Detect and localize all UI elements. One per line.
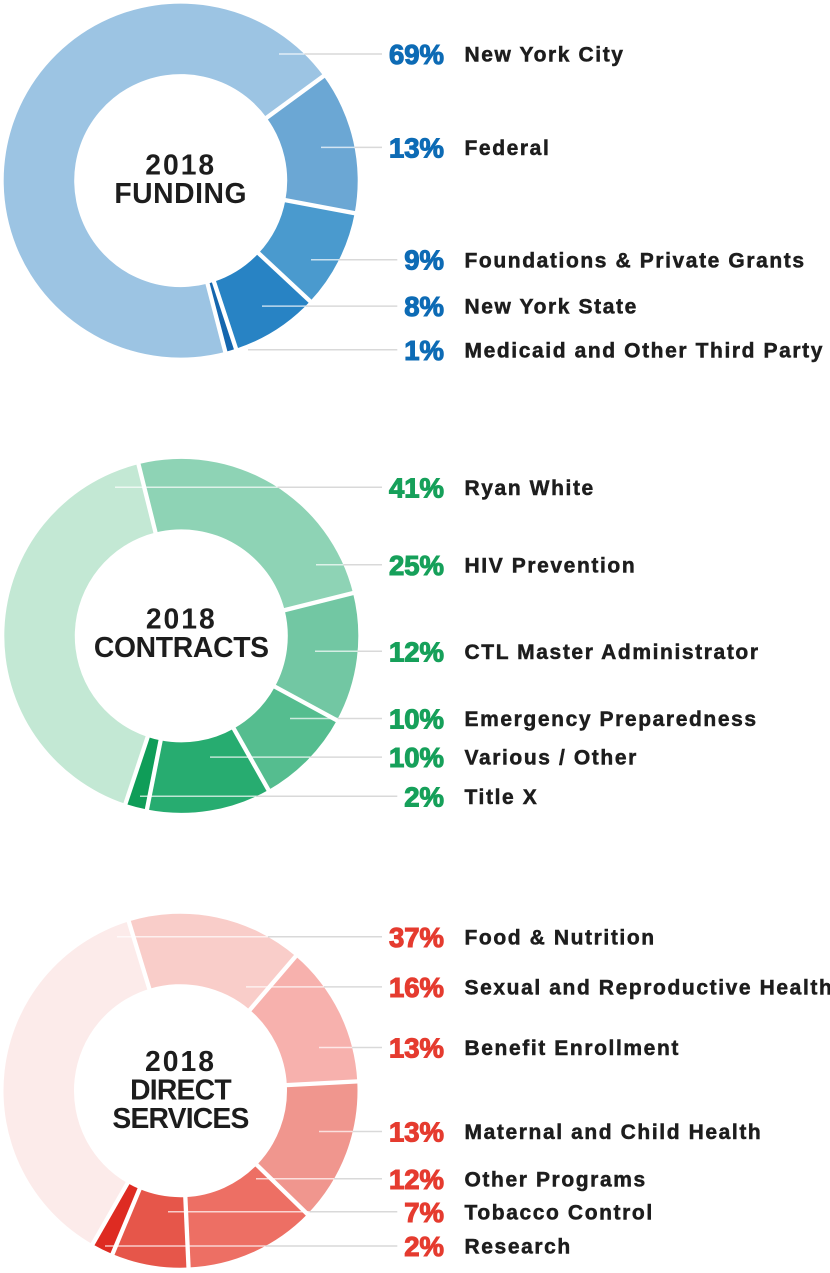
- svg-text:8%: 8%: [404, 291, 444, 322]
- svg-text:New York City: New York City: [465, 44, 625, 67]
- svg-text:13%: 13%: [389, 1033, 444, 1064]
- svg-text:2%: 2%: [404, 781, 444, 812]
- svg-text:CTL Master Administrator: CTL Master Administrator: [465, 641, 760, 664]
- svg-text:CONTRACTS: CONTRACTS: [94, 631, 269, 663]
- svg-text:Foundations & Private Grants: Foundations & Private Grants: [465, 249, 806, 272]
- svg-text:Other Programs: Other Programs: [465, 1168, 647, 1191]
- svg-text:Emergency Preparedness: Emergency Preparedness: [465, 708, 758, 731]
- svg-text:2%: 2%: [404, 1231, 444, 1262]
- svg-text:FUNDING: FUNDING: [114, 177, 247, 209]
- svg-text:Medicaid and Other Third Party: Medicaid and Other Third Party: [465, 339, 825, 362]
- svg-text:1%: 1%: [404, 335, 444, 366]
- svg-text:2018: 2018: [146, 603, 217, 635]
- svg-text:Title X: Title X: [465, 786, 539, 809]
- svg-text:Research: Research: [465, 1236, 572, 1259]
- svg-text:9%: 9%: [404, 245, 444, 276]
- svg-text:SERVICES: SERVICES: [112, 1102, 248, 1134]
- svg-text:10%: 10%: [389, 742, 444, 773]
- svg-text:12%: 12%: [389, 636, 444, 667]
- svg-text:12%: 12%: [389, 1164, 444, 1195]
- svg-text:Sexual and Reproductive Health: Sexual and Reproductive Health: [465, 977, 830, 1000]
- svg-text:37%: 37%: [389, 922, 444, 953]
- svg-text:Various / Other: Various / Other: [465, 747, 638, 770]
- svg-text:2018: 2018: [145, 148, 216, 180]
- svg-text:25%: 25%: [389, 550, 444, 581]
- svg-text:New York State: New York State: [465, 296, 638, 319]
- svg-text:41%: 41%: [389, 472, 444, 503]
- svg-text:Food & Nutrition: Food & Nutrition: [465, 926, 656, 949]
- svg-text:DIRECT: DIRECT: [130, 1074, 231, 1106]
- svg-text:69%: 69%: [389, 39, 444, 70]
- svg-text:10%: 10%: [389, 704, 444, 735]
- svg-text:Federal: Federal: [465, 137, 551, 160]
- svg-text:2018: 2018: [145, 1045, 216, 1077]
- svg-text:13%: 13%: [389, 132, 444, 163]
- svg-text:Maternal and Child Health: Maternal and Child Health: [465, 1121, 763, 1144]
- svg-text:Benefit Enrollment: Benefit Enrollment: [465, 1037, 680, 1060]
- svg-text:13%: 13%: [389, 1117, 444, 1148]
- svg-text:Tobacco Control: Tobacco Control: [465, 1201, 654, 1224]
- svg-text:7%: 7%: [404, 1197, 444, 1228]
- svg-text:16%: 16%: [389, 972, 444, 1003]
- svg-text:HIV Prevention: HIV Prevention: [465, 554, 637, 577]
- svg-text:Ryan White: Ryan White: [465, 477, 595, 500]
